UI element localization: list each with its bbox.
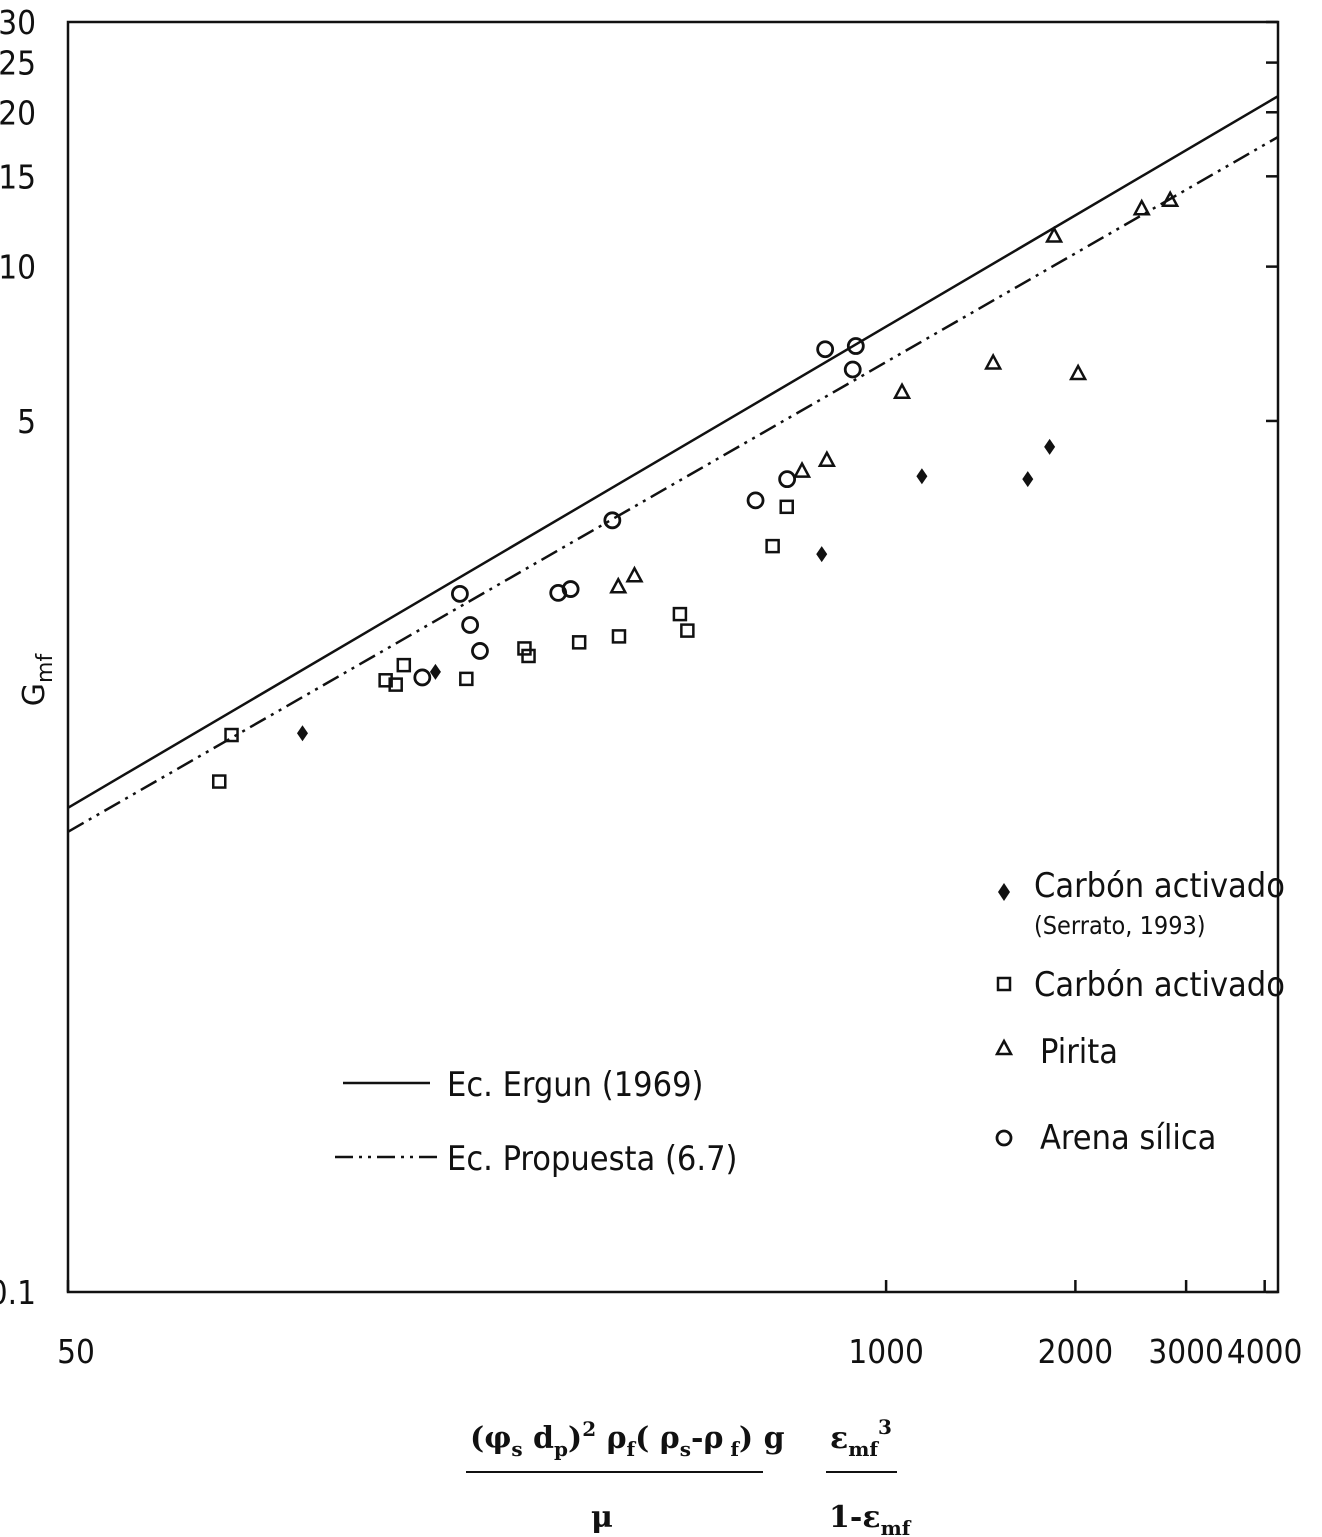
ergun-line (67, 95, 1279, 809)
legend-arena-label: Arena sílica (1040, 1118, 1216, 1158)
point-arena-silica (846, 337, 865, 355)
point-carbon-activado (779, 499, 794, 515)
point-carbon-activado (672, 606, 688, 622)
point-carbon-activado (611, 629, 627, 644)
point-carbon-activado (571, 635, 587, 650)
legend-carbon-serrato-note: (Serrato, 1993) (1034, 911, 1206, 940)
x-label-denominator: μ (591, 1500, 613, 1535)
x-tick-label: 3000 (1148, 1332, 1224, 1371)
point-arena-silica (843, 360, 862, 379)
point-carbon-activado (224, 727, 239, 743)
point-arena-silica (561, 580, 580, 598)
x-tick-label: 50 (57, 1332, 95, 1371)
legend-square-marker (996, 976, 1012, 992)
point-pirita (817, 450, 836, 468)
point-arena-silica (778, 470, 797, 489)
legend-carbon-serrato-label: Carbón activado (1034, 866, 1285, 906)
legend-ergun-label: Ec. Ergun (1969) (447, 1065, 703, 1105)
point-carbon-serrato (916, 468, 928, 485)
point-carbon-serrato (1022, 471, 1034, 488)
x-label-numerator: (φs dp)2 ρf( ρs-ρ f) g (470, 1417, 785, 1461)
x-tick-label: 2000 (1038, 1332, 1114, 1371)
y-tick-label: 20 (0, 93, 36, 132)
point-carbon-activado (378, 673, 393, 688)
point-arena-silica (451, 584, 469, 603)
point-pirita (1161, 190, 1180, 208)
legend-propuesta-label: Ec. Propuesta (6.7) (447, 1139, 737, 1179)
point-carbon-serrato (816, 546, 828, 563)
legend-circle-marker (995, 1129, 1013, 1147)
point-pirita (892, 382, 912, 400)
point-arena-silica (461, 616, 480, 634)
legend-diamond-marker (998, 883, 1010, 901)
y-tick-label: 30 (0, 3, 36, 42)
point-carbon-activado (680, 623, 695, 638)
y-tick-label: 0.1 (0, 1273, 36, 1312)
point-carbon-activado (212, 774, 227, 789)
x-tick-label: 1000 (848, 1332, 924, 1371)
point-carbon-activado (459, 671, 474, 687)
point-pirita (609, 576, 628, 594)
point-arena-silica (471, 642, 489, 660)
plot-frame (66, 20, 1280, 1294)
point-carbon-serrato (296, 725, 308, 742)
x-axis-label: (φs dp)2 ρf( ρs-ρ f) g μ εmf3 1-εmf (466, 1415, 912, 1537)
point-carbon-activado (521, 648, 536, 664)
point-carbon-serrato (1044, 438, 1056, 455)
point-pirita (792, 461, 812, 478)
point-pirita (1132, 198, 1151, 216)
point-arena-silica (746, 491, 765, 510)
x-label-eps-denominator: 1-εmf (829, 1500, 912, 1537)
y-tick-label: 25 (0, 44, 36, 83)
point-pirita (1045, 225, 1064, 243)
point-arena-silica (816, 340, 835, 359)
point-arena-silica (603, 511, 622, 530)
y-tick-label: 15 (0, 157, 36, 196)
y-tick-label: 5 (17, 402, 36, 441)
legend-pirita-label: Pirita (1040, 1032, 1118, 1072)
x-tick-label: 4000 (1227, 1332, 1303, 1371)
point-pirita (1069, 363, 1088, 381)
point-carbon-activado (388, 677, 403, 692)
point-carbon-serrato (429, 663, 441, 680)
x-label-eps-numerator: εmf3 (830, 1415, 892, 1461)
point-pirita (984, 352, 1003, 370)
data-points (212, 190, 1180, 789)
point-arena-silica (413, 668, 432, 687)
propuesta-line (67, 135, 1279, 833)
point-carbon-activado (765, 538, 780, 554)
fit-lines (67, 95, 1279, 833)
x-axis-ticks: 50 1000 2000 3000 4000 (57, 1280, 1302, 1371)
markers-legend: Carbón activado (Serrato, 1993) Carbón a… (994, 866, 1285, 1158)
point-carbon-activado (396, 657, 412, 673)
lines-legend: Ec. Ergun (1969) Ec. Propuesta (6.7) (335, 1065, 737, 1179)
legend-triangle-marker (994, 1038, 1014, 1056)
point-pirita (625, 565, 644, 583)
y-tick-label: 10 (0, 248, 36, 287)
y-axis-label: Gmf (17, 653, 58, 707)
legend-carbon-label: Carbón activado (1034, 965, 1285, 1005)
point-carbon-activado (517, 641, 532, 656)
